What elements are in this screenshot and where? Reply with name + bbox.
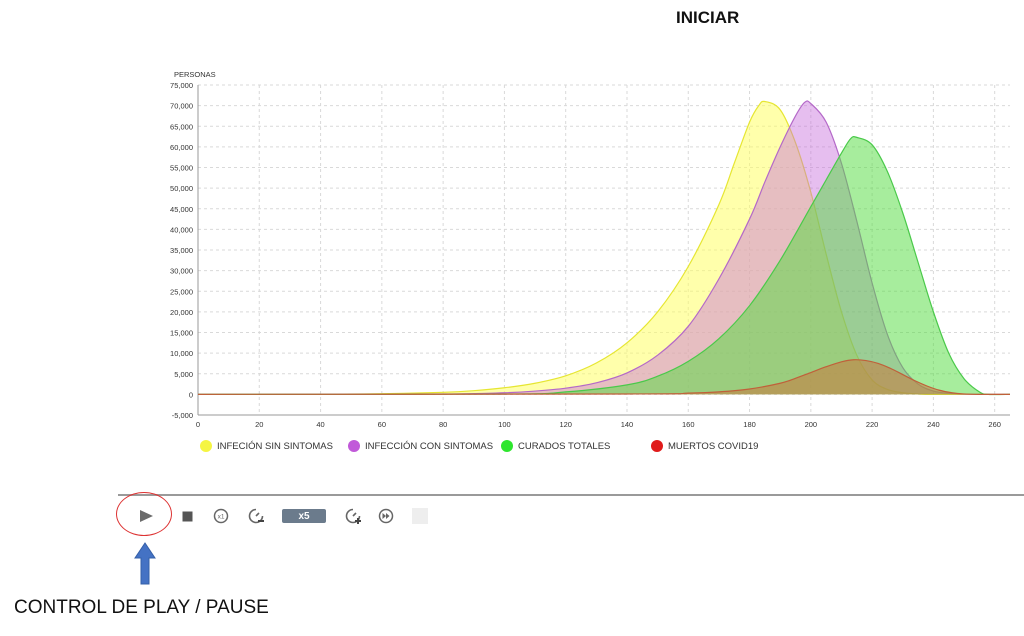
legend-label: INFECIÓN SIN SINTOMAS bbox=[217, 440, 333, 452]
annotation-arrow bbox=[134, 542, 156, 585]
y-tick-label: 25,000 bbox=[170, 287, 193, 296]
x-tick-label: 120 bbox=[559, 420, 572, 429]
epidemic-area-chart: -5,00005,00010,00015,00020,00025,00030,0… bbox=[170, 70, 1011, 429]
series-deaths-line bbox=[197, 359, 1011, 396]
y-tick-label: 55,000 bbox=[170, 164, 193, 173]
legend-label: MUERTOS COVID19 bbox=[668, 440, 759, 452]
y-tick-label: 5,000 bbox=[174, 370, 193, 379]
y-tick-label: 75,000 bbox=[170, 81, 193, 90]
x-tick-label: 40 bbox=[316, 420, 324, 429]
chart-grid bbox=[197, 84, 1010, 416]
speed-x1-icon: x1 bbox=[213, 508, 229, 524]
x-tick-label: 200 bbox=[805, 420, 818, 429]
legend-dot-yellow bbox=[200, 440, 212, 452]
x-tick-label: 160 bbox=[682, 420, 695, 429]
y-tick-label: 50,000 bbox=[170, 184, 193, 193]
x-tick-label: 180 bbox=[743, 420, 756, 429]
y-tick-label: 70,000 bbox=[170, 102, 193, 111]
series-deaths bbox=[197, 359, 1011, 396]
y-tick-label: 45,000 bbox=[170, 205, 193, 214]
x-tick-label: 140 bbox=[621, 420, 634, 429]
play-icon bbox=[140, 510, 153, 522]
y-tick-label: 65,000 bbox=[170, 122, 193, 131]
svg-text:x1: x1 bbox=[218, 514, 225, 521]
x-tick-label: 20 bbox=[255, 420, 263, 429]
y-tick-label: 60,000 bbox=[170, 143, 193, 152]
y-tick-label: 30,000 bbox=[170, 267, 193, 276]
speed-label: x5 bbox=[282, 509, 326, 523]
speed-value-badge[interactable]: x5 bbox=[281, 503, 327, 529]
y-tick-label: 15,000 bbox=[170, 329, 193, 338]
y-tick-label: -5,000 bbox=[172, 411, 193, 420]
annotation-text: CONTROL DE PLAY / PAUSE bbox=[14, 597, 269, 618]
legend-item-infection-no-symptoms[interactable]: INFECIÓN SIN SINTOMAS bbox=[200, 440, 333, 452]
playback-controls: x1 x5 bbox=[0, 503, 1024, 529]
y-tick-label: 35,000 bbox=[170, 246, 193, 255]
legend-dot-red bbox=[651, 440, 663, 452]
skip-forward-button[interactable] bbox=[376, 503, 396, 529]
legend-item-deaths[interactable]: MUERTOS COVID19 bbox=[651, 440, 758, 452]
x-tick-label: 0 bbox=[196, 420, 200, 429]
series-deaths-area bbox=[198, 359, 1010, 395]
legend-dot-purple bbox=[348, 440, 360, 452]
x-tick-label: 240 bbox=[927, 420, 940, 429]
speed-up-icon bbox=[345, 508, 361, 524]
stop-icon bbox=[182, 511, 192, 521]
speed-down-icon bbox=[248, 508, 264, 524]
skip-forward-icon bbox=[378, 508, 394, 524]
x-tick-label: 220 bbox=[866, 420, 879, 429]
y-tick-label: 40,000 bbox=[170, 225, 193, 234]
legend-dot-green bbox=[501, 440, 513, 452]
speed-x1-button[interactable]: x1 bbox=[211, 503, 231, 529]
x-tick-label: 80 bbox=[439, 420, 447, 429]
controls-separator bbox=[118, 494, 1024, 496]
speed-down-button[interactable] bbox=[245, 503, 267, 529]
x-tick-label: 100 bbox=[498, 420, 511, 429]
series-cured-total-line bbox=[197, 136, 1011, 396]
legend-item-cured-total[interactable]: CURADOS TOTALES bbox=[501, 440, 610, 452]
x-tick-label: 260 bbox=[988, 420, 1001, 429]
legend-item-infection-with-symptoms[interactable]: INFECCIÓN CON SINTOMAS bbox=[348, 440, 493, 452]
y-tick-label: 10,000 bbox=[170, 349, 193, 358]
legend-label: CURADOS TOTALES bbox=[518, 440, 611, 452]
stop-button[interactable] bbox=[178, 503, 196, 529]
x-tick-label: 60 bbox=[378, 420, 386, 429]
y-axis-label: PERSONAS bbox=[174, 70, 216, 79]
start-button[interactable]: INICIAR bbox=[676, 8, 740, 27]
series-cured-total bbox=[197, 136, 1011, 396]
y-tick-label: 20,000 bbox=[170, 308, 193, 317]
y-tick-label: 0 bbox=[189, 390, 193, 399]
blank-control[interactable] bbox=[411, 503, 429, 529]
play-pause-button[interactable] bbox=[134, 503, 158, 529]
speed-up-button[interactable] bbox=[342, 503, 364, 529]
series-cured-total-area bbox=[198, 136, 1010, 395]
blank-placeholder bbox=[412, 508, 428, 524]
legend-label: INFECCIÓN CON SINTOMAS bbox=[365, 440, 494, 452]
